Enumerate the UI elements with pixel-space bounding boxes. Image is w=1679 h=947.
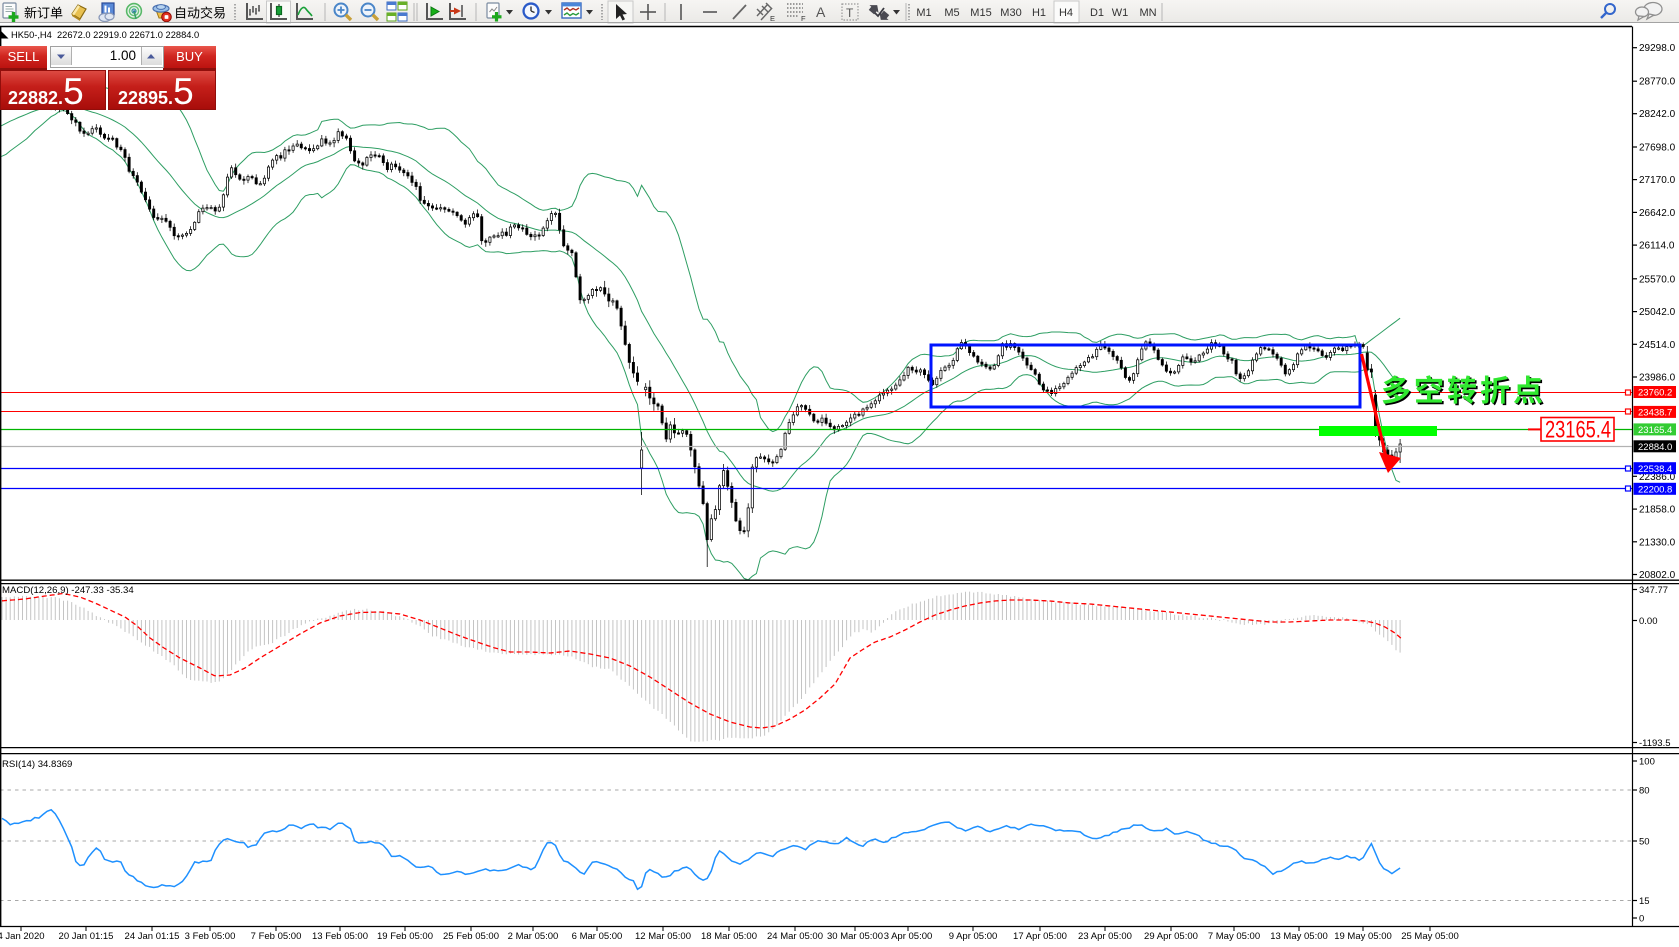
svg-text:22200.8: 22200.8 — [1638, 484, 1672, 495]
svg-text:25042.0: 25042.0 — [1639, 307, 1676, 318]
svg-text:19 May 05:00: 19 May 05:00 — [1334, 931, 1392, 942]
svg-text:26114.0: 26114.0 — [1639, 241, 1675, 252]
svg-text:27698.0: 27698.0 — [1639, 143, 1676, 154]
svg-text:24514.0: 24514.0 — [1639, 340, 1676, 351]
svg-text:24 Mar 05:00: 24 Mar 05:00 — [767, 931, 823, 942]
svg-text:7 May 05:00: 7 May 05:00 — [1208, 931, 1260, 942]
svg-text:E: E — [770, 14, 775, 23]
svg-text:M30: M30 — [1000, 7, 1021, 19]
svg-text:D1: D1 — [1090, 7, 1104, 19]
svg-text:MACD(12,26,9) -247.33 -35.34: MACD(12,26,9) -247.33 -35.34 — [2, 585, 134, 596]
svg-text:M5: M5 — [944, 7, 959, 19]
svg-text:2 Mar 05:00: 2 Mar 05:00 — [508, 931, 559, 942]
svg-text:18 Mar 05:00: 18 Mar 05:00 — [701, 931, 757, 942]
svg-text:13 Feb 05:00: 13 Feb 05:00 — [312, 931, 368, 942]
svg-text:23438.7: 23438.7 — [1638, 408, 1672, 419]
svg-text:-1193.5: -1193.5 — [1639, 738, 1671, 749]
svg-text:347.77: 347.77 — [1639, 585, 1668, 596]
svg-text:9 Apr 05:00: 9 Apr 05:00 — [949, 931, 998, 942]
svg-text:MN: MN — [1139, 7, 1156, 19]
svg-text:23165.4: 23165.4 — [1638, 425, 1672, 436]
svg-text:23165.4: 23165.4 — [1545, 417, 1611, 444]
svg-text:29 Apr 05:00: 29 Apr 05:00 — [1144, 931, 1198, 942]
svg-text:23 Apr 05:00: 23 Apr 05:00 — [1078, 931, 1132, 942]
svg-text:17 Apr 05:00: 17 Apr 05:00 — [1013, 931, 1067, 942]
svg-text:22884.0: 22884.0 — [1638, 442, 1672, 453]
svg-text:27170.0: 27170.0 — [1639, 175, 1676, 186]
svg-text:24 Jan 01:15: 24 Jan 01:15 — [125, 931, 180, 942]
svg-text:20 Jan 01:15: 20 Jan 01:15 — [59, 931, 114, 942]
svg-text:W1: W1 — [1112, 7, 1129, 19]
svg-text:23986.0: 23986.0 — [1639, 373, 1676, 384]
svg-text:23760.2: 23760.2 — [1638, 388, 1672, 399]
svg-text:25570.0: 25570.0 — [1639, 274, 1676, 285]
svg-text:3 Feb 05:00: 3 Feb 05:00 — [185, 931, 236, 942]
svg-text:25 May 05:00: 25 May 05:00 — [1401, 931, 1459, 942]
svg-text:25 Feb 05:00: 25 Feb 05:00 — [443, 931, 499, 942]
svg-text:A: A — [816, 4, 826, 20]
svg-text:100: 100 — [1639, 756, 1655, 767]
svg-text:50: 50 — [1639, 836, 1650, 847]
svg-text:26642.0: 26642.0 — [1639, 208, 1676, 219]
svg-text:T: T — [846, 6, 854, 20]
svg-text:12 Mar 05:00: 12 Mar 05:00 — [635, 931, 691, 942]
svg-text:80: 80 — [1639, 785, 1650, 796]
svg-text:HK50-,H4 22672.0 22919.0 2267: HK50-,H4 22672.0 22919.0 22671.0 22884.0 — [11, 30, 199, 40]
svg-text:M15: M15 — [970, 7, 991, 19]
svg-text:22538.4: 22538.4 — [1638, 464, 1672, 475]
svg-text:H1: H1 — [1032, 7, 1046, 19]
svg-text:F: F — [801, 14, 806, 23]
svg-text:0.00: 0.00 — [1639, 616, 1658, 627]
svg-text:7 Feb 05:00: 7 Feb 05:00 — [251, 931, 302, 942]
svg-text:29298.0: 29298.0 — [1639, 43, 1676, 54]
svg-text:15: 15 — [1639, 896, 1650, 907]
svg-text:13 May 05:00: 13 May 05:00 — [1270, 931, 1328, 942]
svg-text:28242.0: 28242.0 — [1639, 109, 1676, 120]
svg-text:0: 0 — [1639, 913, 1644, 924]
svg-text:28770.0: 28770.0 — [1639, 77, 1676, 88]
svg-text:19 Feb 05:00: 19 Feb 05:00 — [377, 931, 433, 942]
svg-text:H4: H4 — [1059, 7, 1073, 19]
svg-text:20802.0: 20802.0 — [1639, 570, 1676, 581]
svg-text:21858.0: 21858.0 — [1639, 505, 1676, 516]
svg-text:4 Jan 2020: 4 Jan 2020 — [0, 931, 45, 942]
svg-text:RSI(14) 34.8369: RSI(14) 34.8369 — [2, 759, 72, 770]
svg-text:6 Mar 05:00: 6 Mar 05:00 — [572, 931, 623, 942]
svg-text:3 Apr 05:00: 3 Apr 05:00 — [884, 931, 933, 942]
svg-text:21330.0: 21330.0 — [1639, 537, 1676, 548]
svg-text:22386.0: 22386.0 — [1639, 472, 1676, 483]
svg-text:30 Mar 05:00: 30 Mar 05:00 — [827, 931, 883, 942]
svg-text:M1: M1 — [916, 7, 931, 19]
